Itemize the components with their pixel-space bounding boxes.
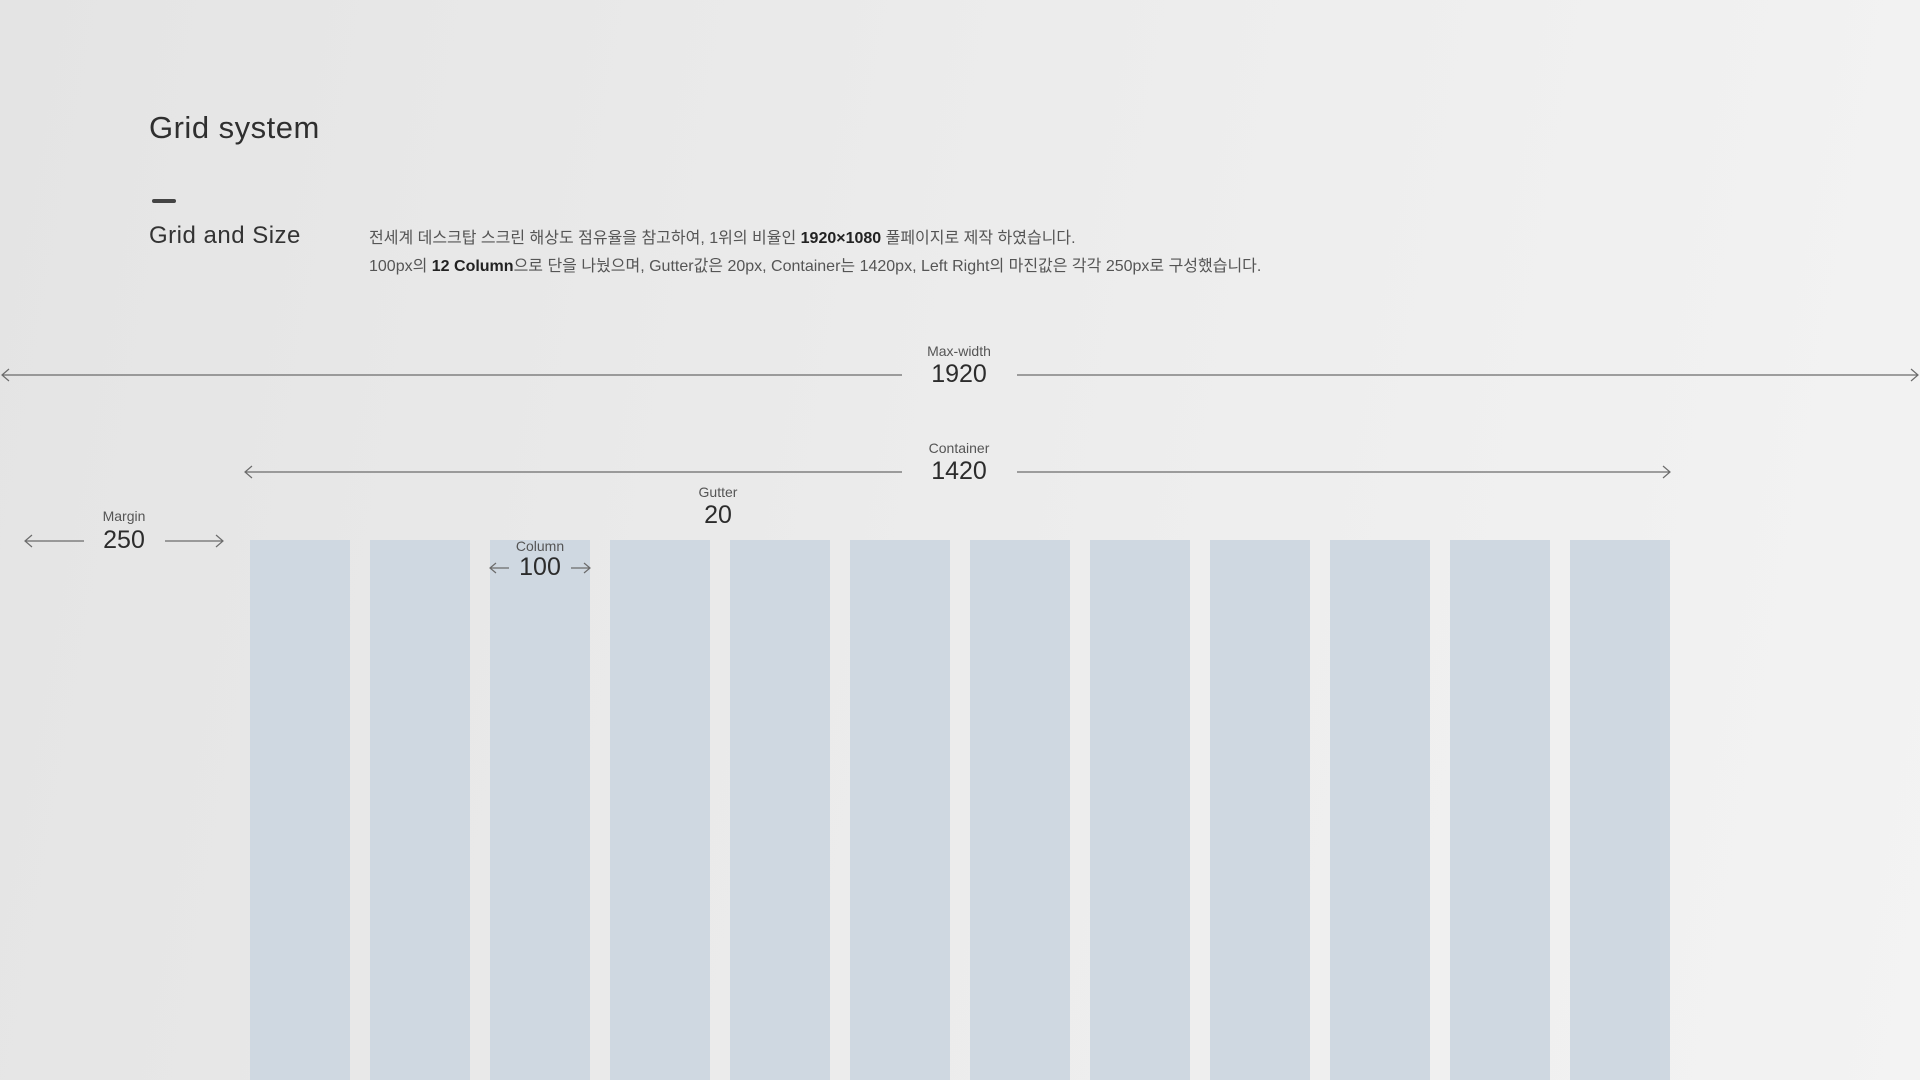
max-width-value: 1920 xyxy=(931,360,987,388)
grid-column-2 xyxy=(370,540,470,1080)
gutter-value: 20 xyxy=(704,501,732,529)
column-value: 100 xyxy=(519,553,561,581)
description-line-1: 전세계 데스크탑 스크린 해상도 점유율을 참고하여, 1위의 비율인 1920… xyxy=(369,230,1076,247)
arrow-left-icon xyxy=(1,368,10,382)
grid-column-8 xyxy=(1090,540,1190,1080)
arrow-left-icon xyxy=(489,562,497,574)
arrow-right-icon xyxy=(1910,368,1919,382)
grid-column-5 xyxy=(730,540,830,1080)
container-value: 1420 xyxy=(931,457,987,485)
description-line-2: 100px의 12 Column으로 단을 나눴으며, Gutter값은 20p… xyxy=(369,258,1262,275)
resolution-highlight: 1920×1080 xyxy=(800,230,882,247)
grid-column-11 xyxy=(1450,540,1550,1080)
grid-column-9 xyxy=(1210,540,1310,1080)
section-title: Grid and Size xyxy=(149,222,301,249)
arrow-left-icon xyxy=(24,534,33,548)
grid-column-3 xyxy=(490,540,590,1080)
grid-column-10 xyxy=(1330,540,1430,1080)
arrow-right-icon xyxy=(1662,465,1671,479)
arrow-right-icon xyxy=(215,534,224,548)
grid-column-1 xyxy=(250,540,350,1080)
grid-column-7 xyxy=(970,540,1070,1080)
grid-column-12 xyxy=(1570,540,1670,1080)
grid-column-4 xyxy=(610,540,710,1080)
margin-value: 250 xyxy=(103,526,145,554)
title-divider xyxy=(152,199,176,203)
arrow-right-icon xyxy=(583,562,591,574)
page-title: Grid system xyxy=(149,110,320,145)
container-label: Container xyxy=(928,440,990,456)
max-width-label: Max-width xyxy=(927,343,991,359)
grid-column-6 xyxy=(850,540,950,1080)
gutter-label: Gutter xyxy=(698,484,738,500)
column-label: Column xyxy=(515,538,565,554)
arrow-left-icon xyxy=(244,465,253,479)
margin-label: Margin xyxy=(102,508,146,524)
column-count-highlight: 12 Column xyxy=(431,258,514,275)
